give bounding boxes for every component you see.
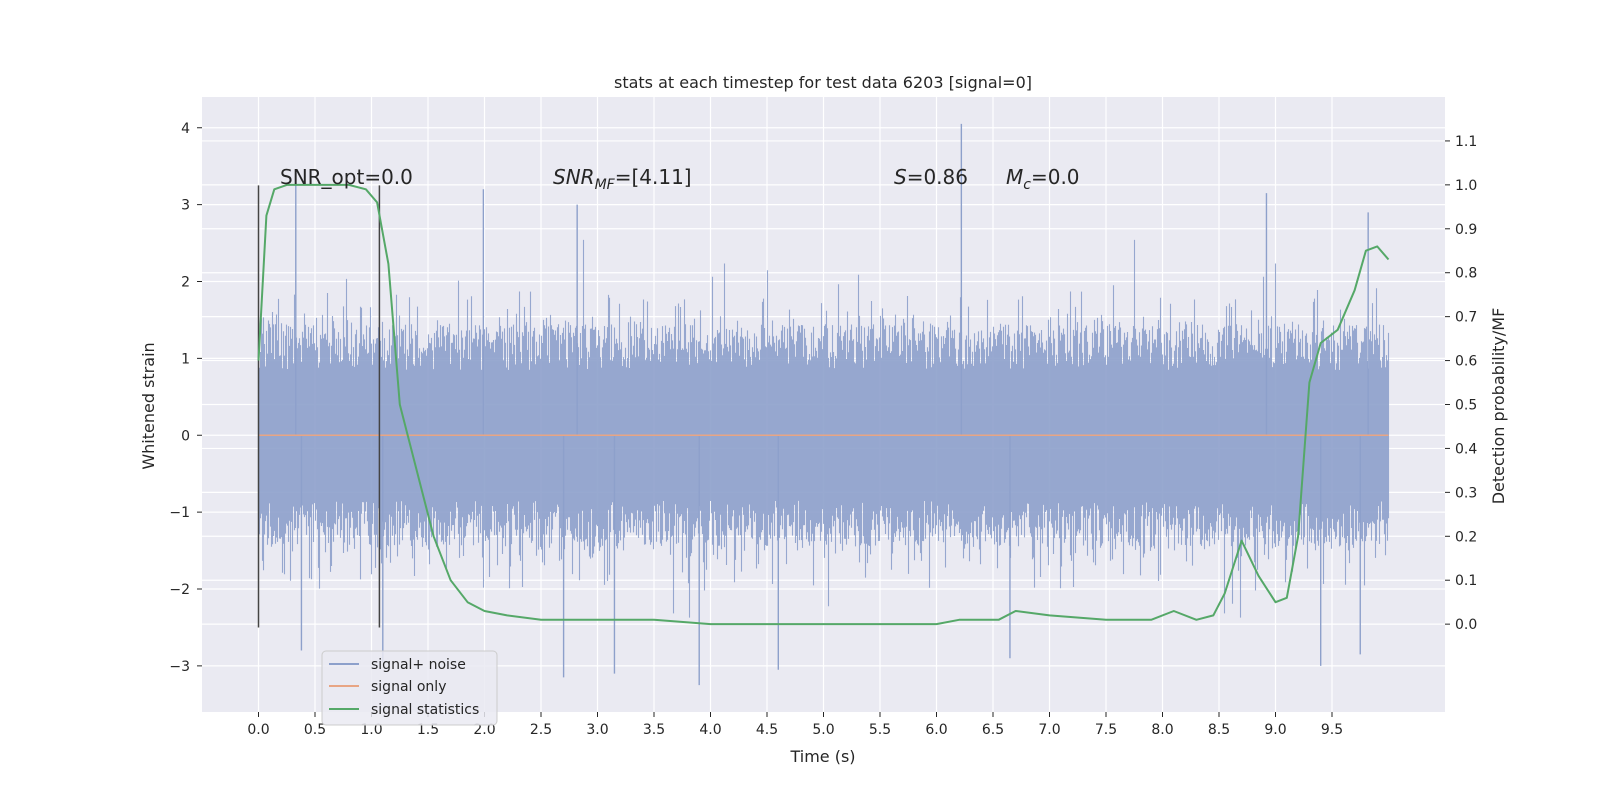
- y-tick-label-right: 0.6: [1455, 354, 1477, 370]
- y-tick-label-right: 1.1: [1455, 134, 1477, 150]
- y-tick-label-left: 1: [181, 351, 190, 367]
- y-axis-label-left: Whitened strain: [139, 342, 158, 469]
- y-tick-label-right: 1.0: [1455, 178, 1477, 194]
- y-tick-label-left: 0: [181, 428, 190, 444]
- x-axis-label: Time (s): [789, 747, 855, 766]
- x-tick-label: 9.0: [1264, 722, 1286, 738]
- x-tick-label: 7.0: [1038, 722, 1060, 738]
- signal-statistics-line: [257, 183, 1390, 626]
- y-tick-label-left: −1: [169, 505, 190, 521]
- x-tick-label: 6.5: [982, 722, 1004, 738]
- y-tick-label-right: 0.1: [1455, 573, 1477, 589]
- x-tick-label: 3.5: [643, 722, 665, 738]
- legend-label-signal-only: signal only: [371, 679, 446, 695]
- annotations: SNR_opt=0.0 SNRMF=[4.11] S=0.86 Mc=0.0: [280, 165, 1080, 193]
- y-tick-label-right: 0.9: [1455, 222, 1477, 238]
- tick-labels: 0.0 0.5 1.0 1.5 2.0 2.5 3.0 3.5 4.0 4.5 5.0 5.5 6.0 6…: [169, 121, 1477, 738]
- y-tick-label-left: −2: [169, 582, 190, 598]
- y-tick-label-right: 0.2: [1455, 529, 1477, 545]
- y-tick-label-left: 4: [181, 121, 190, 137]
- y-tick-label-right: 0.4: [1455, 441, 1477, 457]
- x-tick-label: 0.5: [304, 722, 326, 738]
- y-tick-label-right: 0.0: [1455, 617, 1477, 633]
- annotation-text: Mc=0.0: [1006, 165, 1080, 193]
- x-tick-label: 3.0: [586, 722, 608, 738]
- x-tick-label: 6.0: [925, 722, 947, 738]
- legend-label-signal-statistics: signal statistics: [371, 702, 479, 718]
- chart-title: stats at each timestep for test data 620…: [614, 73, 1032, 92]
- noise-series: [257, 123, 1390, 686]
- x-tick-label: 0.0: [247, 722, 269, 738]
- x-tick-label: 2.5: [530, 722, 552, 738]
- y-tick-label-left: −3: [169, 659, 190, 675]
- y-tick-label-left: 3: [181, 198, 190, 214]
- x-tick-label: 1.0: [360, 722, 382, 738]
- y-tick-label-right: 0.3: [1455, 485, 1477, 501]
- x-tick-label: 7.5: [1095, 722, 1117, 738]
- y-tick-label-left: 2: [181, 275, 190, 291]
- x-tick-label: 4.5: [756, 722, 778, 738]
- x-tick-label: 5.0: [812, 722, 834, 738]
- x-tick-label: 2.0: [473, 722, 495, 738]
- legend-box: [321, 650, 498, 726]
- x-tick-label: 4.0: [699, 722, 721, 738]
- y-axis-label-right: Detection probability/MF: [1489, 308, 1508, 505]
- line-series-layer: [257, 183, 1390, 628]
- x-tick-label: 8.5: [1208, 722, 1230, 738]
- annotation-text: SNRMF=[4.11]: [553, 165, 692, 193]
- legend-label-signal-noise: signal+ noise: [371, 657, 466, 673]
- x-tick-label: 8.0: [1151, 722, 1173, 738]
- y-tick-label-right: 0.8: [1455, 266, 1477, 282]
- x-tick-label: 1.5: [417, 722, 439, 738]
- annotation-text: S=0.86: [894, 165, 968, 189]
- annotation-text: SNR_opt=0.0: [280, 165, 413, 189]
- x-tick-label: 9.5: [1321, 722, 1343, 738]
- y-tick-label-right: 0.7: [1455, 310, 1477, 326]
- x-tick-label: 5.5: [869, 722, 891, 738]
- y-tick-label-right: 0.5: [1455, 398, 1477, 414]
- legend: signal+ noise signal only signal statist…: [321, 650, 498, 726]
